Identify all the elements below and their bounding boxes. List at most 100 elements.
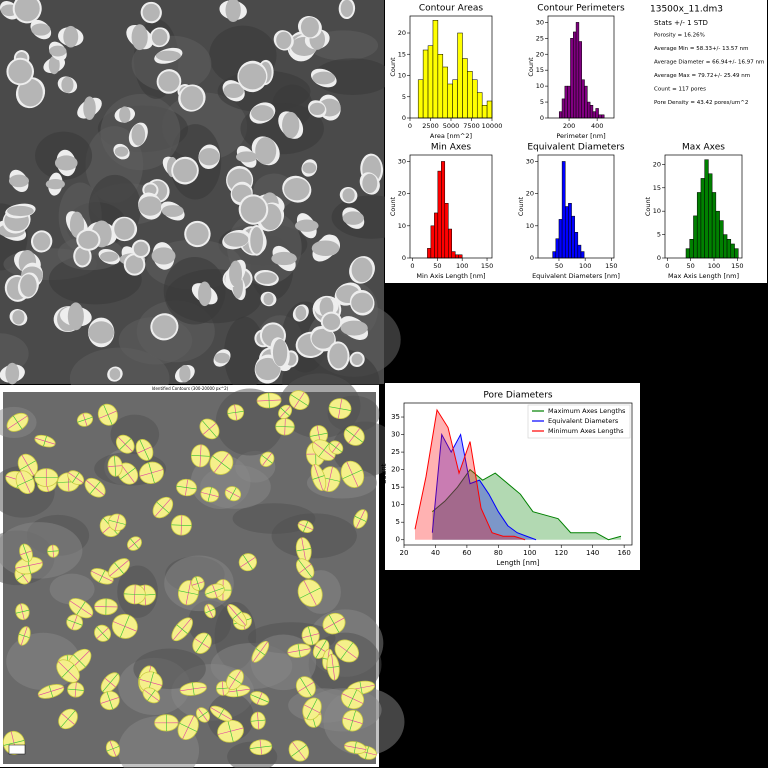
sem-pore-core [49,45,67,57]
contour-min-axis [176,624,188,634]
bar [422,49,429,119]
contour [15,470,35,495]
y-tick-label: 10 [398,222,406,230]
x-tick-label: 100 [456,262,468,270]
contour-min-axis [47,550,59,552]
bar [564,85,568,119]
stats-line: Average Max = 79.72+/- 25.49 nm [654,73,750,79]
y-tick-label: 10 [398,72,406,80]
chart-title: Contour Perimeters [537,4,625,14]
bar [467,71,473,119]
sem-pore-core [283,178,310,201]
bar [437,170,442,259]
contour [353,509,368,529]
contours-shade [49,573,95,605]
contour [171,514,192,536]
contour [94,624,111,642]
contour [192,632,212,654]
y-tick-label: 30 [536,18,544,26]
y-tick-label: 10 [526,222,534,230]
contour-min-axis [3,740,25,746]
y-axis-label: Count [389,57,397,77]
contours-shade [232,503,316,534]
contour-min-axis [202,420,217,438]
x-tick-label: 100 [579,262,591,270]
sem-pore-core [255,137,277,165]
bar [696,192,702,259]
contour-min-axis [18,633,30,638]
contour [288,740,310,762]
bar [462,58,468,119]
contour-min-axis [300,677,312,697]
contour-min-axis [106,746,120,752]
contour-min-axis [227,411,244,414]
y-tick-label: 0 [530,254,534,262]
stats-line: Average Min = 58.33+/- 13.57 nm [654,46,748,52]
contour [76,412,94,427]
contour-min-axis [348,689,358,708]
bar [598,114,602,119]
contours-title: Identified Contours (300-20000 px^2) [152,386,229,391]
chart-title: Pore Diameters [483,391,553,401]
sem-pore-core [109,368,121,381]
x-tick-label: 160 [617,549,630,557]
contour [179,682,207,696]
contour-min-axis [306,698,318,720]
contour-min-axis [22,544,30,562]
contour-min-axis [354,516,367,522]
contour [68,598,94,619]
sem-pore-core [152,315,177,339]
x-tick-label: 100 [708,262,720,270]
bar [442,66,448,119]
contour [19,543,33,563]
y-tick-label: 0 [540,114,544,122]
contour-min-axis [43,436,47,447]
contour-min-axis [98,570,106,583]
contour [127,536,142,551]
bar [552,251,557,259]
sem-pore-core [83,96,96,121]
bar [434,212,439,259]
stats-line: Average Diameter = 66.94+/- 16.97 nm [654,60,764,66]
contour-min-axis [303,521,309,532]
bar [715,210,720,259]
y-axis-label: Count [517,196,525,216]
sem-pore-core [225,0,241,22]
y-tick-label: 5 [402,93,406,101]
contour [328,440,344,455]
contour-min-axis [255,648,265,656]
contour-min-axis [60,710,76,728]
contour-min-axis [345,429,363,443]
sem-pore-core [198,148,220,166]
x-axis-label: Area [nm^2] [430,132,472,140]
x-tick-label: 7500 [463,122,480,130]
sem-pore-core [311,328,335,349]
x-tick-label: 150 [605,262,617,270]
y-tick-label: 0 [396,536,400,544]
sem-pore-core [12,310,25,325]
sem-pore-core [302,162,317,174]
sem-pore-core [271,251,297,266]
sem-pore-core [155,50,181,62]
bar [417,79,424,119]
contour-min-axis [96,626,109,640]
x-axis-label: Equivalent Diameters [nm] [532,272,620,280]
y-tick-label: 20 [391,466,400,474]
contour-min-axis [102,673,119,692]
bar [708,173,713,259]
y-tick-label: 15 [536,66,544,74]
contour [111,613,138,639]
sem-pore-core [198,281,212,307]
contour [34,434,56,448]
sem-pore-core [362,173,378,194]
contour-min-axis [147,689,156,701]
contour [47,544,60,558]
sem-pore-core [67,302,84,331]
sem-pore-core [340,320,368,336]
bar [454,254,459,259]
x-tick-label: 150 [731,262,743,270]
sem-pore-core [340,0,354,18]
sem-pore-core [114,146,129,157]
bar [558,219,563,259]
sem-pore-core [351,292,374,313]
